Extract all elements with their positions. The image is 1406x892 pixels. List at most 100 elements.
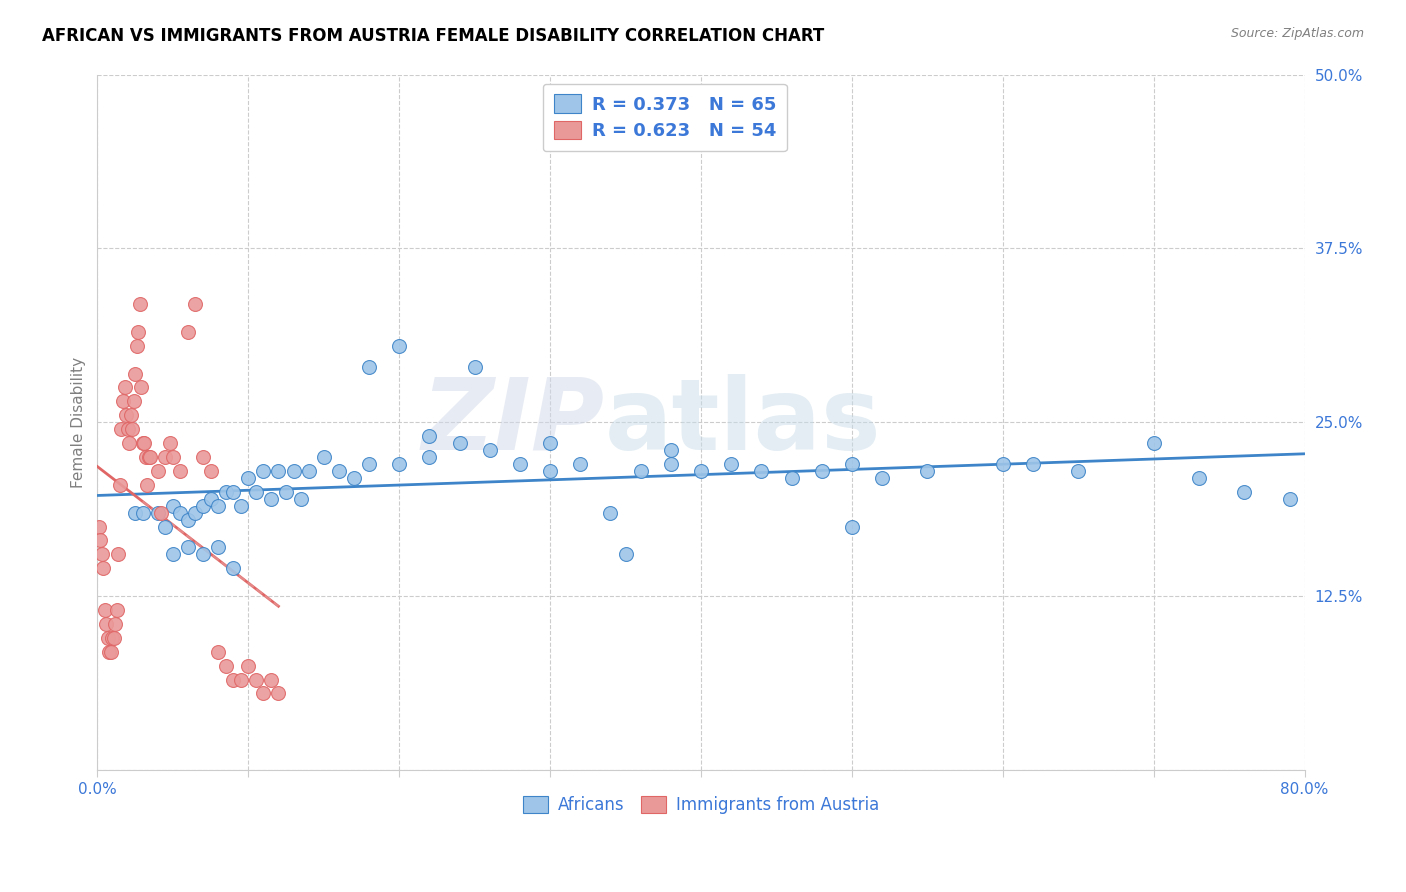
Point [720, 457, 742, 471]
Point [780, 471, 803, 485]
Y-axis label: Female Disability: Female Disability [72, 357, 86, 488]
Point [290, 491, 312, 506]
Point [388, 339, 411, 353]
Point [121, 422, 143, 436]
Point [100, 645, 122, 659]
Point [245, 484, 267, 499]
Point [118, 436, 141, 450]
Text: Source: ZipAtlas.com: Source: ZipAtlas.com [1230, 27, 1364, 40]
Point [917, 464, 939, 478]
Point [87, 519, 110, 533]
Point [357, 359, 380, 374]
Point [599, 506, 621, 520]
Point [267, 464, 290, 478]
Point [1188, 471, 1211, 485]
Text: AFRICAN VS IMMIGRANTS FROM AUSTRIA FEMALE DISABILITY CORRELATION CHART: AFRICAN VS IMMIGRANTS FROM AUSTRIA FEMAL… [42, 27, 824, 45]
Point [222, 561, 245, 575]
Point [114, 380, 136, 394]
Point [229, 673, 252, 687]
Point [162, 450, 184, 464]
Point [93, 561, 115, 575]
Point [841, 457, 863, 471]
Point [162, 548, 184, 562]
Point [283, 464, 305, 478]
Point [200, 464, 222, 478]
Point [464, 359, 486, 374]
Point [1143, 436, 1166, 450]
Point [136, 478, 159, 492]
Point [111, 394, 134, 409]
Point [343, 471, 366, 485]
Point [1278, 491, 1301, 506]
Point [870, 471, 893, 485]
Point [751, 464, 773, 478]
Point [127, 325, 149, 339]
Point [155, 519, 177, 533]
Point [162, 499, 184, 513]
Point [103, 631, 125, 645]
Point [184, 506, 207, 520]
Point [131, 436, 153, 450]
Point [128, 297, 150, 311]
Point [538, 436, 561, 450]
Point [124, 367, 146, 381]
Point [214, 658, 236, 673]
Point [245, 673, 267, 687]
Point [252, 686, 274, 700]
Point [105, 603, 128, 617]
Point [690, 464, 713, 478]
Point [134, 436, 156, 450]
Point [312, 450, 335, 464]
Point [388, 457, 411, 471]
Point [252, 464, 274, 478]
Point [267, 686, 290, 700]
Point [298, 464, 321, 478]
Point [94, 603, 117, 617]
Point [159, 436, 181, 450]
Point [96, 616, 118, 631]
Point [207, 645, 229, 659]
Point [207, 499, 229, 513]
Point [177, 513, 200, 527]
Point [214, 484, 236, 499]
Point [177, 325, 200, 339]
Point [614, 548, 637, 562]
Point [659, 457, 682, 471]
Point [107, 548, 129, 562]
Point [90, 548, 112, 562]
Point [260, 673, 283, 687]
Point [509, 457, 531, 471]
Point [191, 499, 214, 513]
Text: ZIP: ZIP [422, 374, 605, 471]
Point [125, 339, 148, 353]
Point [238, 471, 260, 485]
Point [131, 506, 153, 520]
Point [991, 457, 1014, 471]
Point [207, 541, 229, 555]
Point [139, 450, 162, 464]
Point [630, 464, 652, 478]
Point [810, 464, 832, 478]
Point [115, 409, 138, 423]
Point [229, 499, 252, 513]
Point [659, 443, 682, 458]
Point [146, 506, 169, 520]
Point [98, 645, 121, 659]
Point [1022, 457, 1045, 471]
Point [191, 548, 214, 562]
Point [191, 450, 214, 464]
Point [124, 506, 146, 520]
Point [222, 484, 245, 499]
Point [238, 658, 260, 673]
Legend: Africans, Immigrants from Austria: Africans, Immigrants from Austria [513, 786, 889, 824]
Point [841, 519, 863, 533]
Point [1067, 464, 1090, 478]
Text: atlas: atlas [605, 374, 882, 471]
Point [138, 450, 160, 464]
Point [155, 450, 177, 464]
Point [200, 491, 222, 506]
Point [418, 450, 440, 464]
Point [177, 541, 200, 555]
Point [89, 533, 111, 548]
Point [97, 631, 120, 645]
